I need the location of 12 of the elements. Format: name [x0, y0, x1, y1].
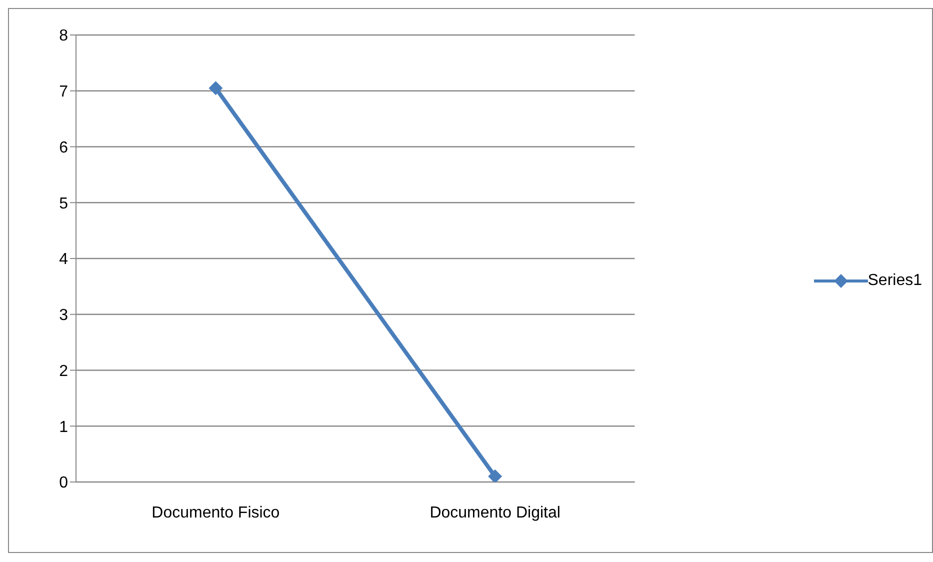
- y-tick-label: 1: [59, 418, 68, 436]
- y-tick-label: 0: [59, 474, 68, 492]
- y-tick-label: 3: [59, 307, 68, 324]
- x-tick-label: Documento Fisico: [152, 504, 280, 522]
- y-tick-label: 7: [59, 84, 68, 101]
- y-tick-label: 4: [59, 251, 68, 268]
- y-tick-label: 5: [59, 195, 68, 212]
- y-tick-label: 8: [59, 28, 68, 45]
- x-tick-label: Documento Digital: [430, 504, 560, 522]
- y-tick-label: 6: [59, 139, 68, 156]
- legend-label: Series1: [868, 272, 922, 290]
- y-tick-label: 2: [59, 362, 68, 380]
